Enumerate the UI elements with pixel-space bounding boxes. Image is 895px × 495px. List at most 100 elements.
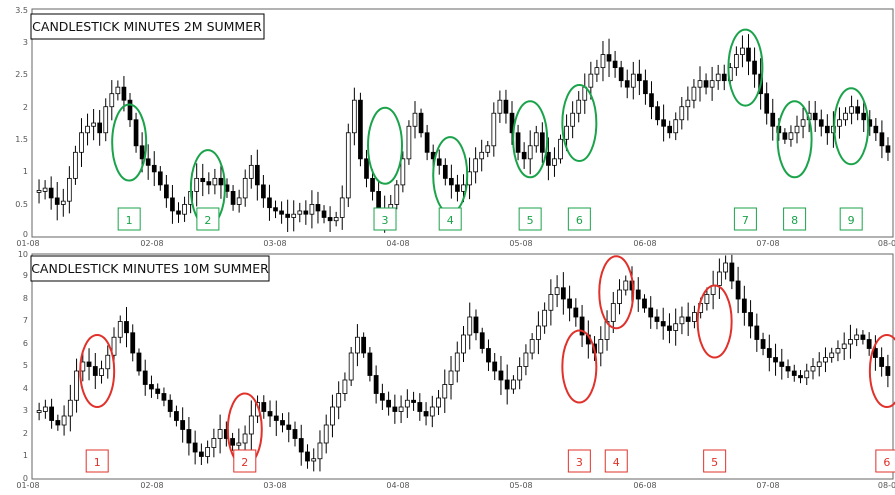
candle — [529, 333, 535, 360]
candle — [436, 149, 442, 175]
marker-box — [567, 449, 591, 473]
candle-body — [345, 132, 351, 199]
candle-body — [133, 119, 139, 147]
candle — [533, 125, 539, 153]
candle — [170, 185, 175, 224]
candle-body — [648, 307, 654, 318]
marker-label: 5 — [711, 456, 718, 469]
candle-body — [600, 54, 606, 69]
candle — [174, 405, 179, 427]
pattern-ellipse — [833, 87, 870, 166]
candle-body — [186, 429, 192, 444]
candle-body — [379, 393, 385, 401]
candle-body — [837, 119, 842, 127]
candle-body — [212, 177, 218, 186]
candle — [436, 389, 441, 416]
candle-body — [261, 402, 267, 412]
candle-body — [873, 125, 879, 134]
candle — [715, 64, 721, 90]
candle-body — [679, 106, 685, 121]
candle-body — [315, 204, 321, 212]
candle — [212, 168, 218, 195]
candle-body — [479, 332, 485, 349]
pattern-ellipse — [561, 329, 598, 404]
candle-body — [791, 370, 797, 376]
candle — [298, 424, 304, 466]
candle — [218, 164, 224, 199]
candle — [455, 174, 460, 202]
candle-body — [418, 112, 424, 134]
candle — [67, 384, 73, 432]
candle — [703, 73, 709, 95]
candle — [192, 430, 198, 465]
marker-label: 6 — [576, 214, 583, 227]
candle-body — [779, 361, 785, 367]
candle — [394, 180, 400, 210]
candle — [788, 125, 794, 147]
marker-label: 3 — [576, 456, 583, 469]
candle-body — [576, 99, 582, 114]
candle — [860, 330, 866, 345]
candle — [667, 120, 673, 139]
candle-body — [85, 125, 90, 134]
candle — [497, 90, 503, 123]
marker-box — [233, 449, 257, 473]
candle-body — [679, 316, 685, 325]
candle-body — [612, 60, 618, 69]
candle-body — [121, 86, 127, 101]
candle — [648, 296, 654, 329]
candle-body — [709, 80, 715, 88]
candle — [379, 383, 385, 410]
candle-body — [691, 86, 697, 101]
candle-body — [321, 210, 327, 218]
candle — [411, 391, 416, 411]
marker-box — [196, 207, 220, 231]
candle — [511, 375, 516, 394]
candle — [610, 291, 616, 334]
y-tick-label: 3 — [23, 406, 28, 415]
candle-body — [230, 438, 235, 446]
candle-body — [342, 379, 348, 394]
candle-body — [497, 99, 503, 114]
candle-body — [773, 357, 778, 363]
candle-body — [617, 289, 622, 304]
candle — [624, 69, 630, 99]
candle-body — [692, 312, 697, 322]
candle — [198, 443, 204, 465]
candle-body — [570, 112, 575, 127]
x-tick-label: 04-08 — [386, 481, 409, 490]
candle — [336, 381, 342, 420]
candle — [673, 112, 679, 141]
candle — [36, 402, 42, 421]
marker-label: 1 — [126, 214, 133, 227]
candle — [835, 340, 841, 362]
y-tick-label: 8 — [23, 294, 28, 303]
candle — [327, 206, 333, 232]
marker-box — [85, 449, 109, 473]
candle-body — [548, 294, 554, 311]
candle — [721, 64, 727, 91]
candle — [67, 166, 72, 214]
candle-body — [624, 80, 630, 88]
candle — [418, 108, 424, 138]
candle-body — [766, 348, 772, 358]
candle-body — [455, 184, 460, 192]
candle — [741, 285, 747, 326]
candle — [548, 279, 554, 326]
x-tick-label: 05-08 — [509, 239, 532, 248]
candle-body — [770, 112, 776, 127]
candle — [400, 151, 406, 193]
candle-body — [630, 73, 636, 88]
candle-body — [854, 334, 860, 340]
candle-body — [67, 177, 72, 202]
candle-body — [291, 213, 297, 218]
candle — [151, 151, 157, 187]
candle-body — [800, 119, 806, 127]
candle — [829, 347, 835, 363]
candle — [86, 348, 92, 381]
candle — [754, 313, 760, 352]
candle — [492, 353, 498, 380]
candle — [473, 309, 479, 341]
candle — [515, 124, 521, 161]
candle — [729, 254, 735, 290]
